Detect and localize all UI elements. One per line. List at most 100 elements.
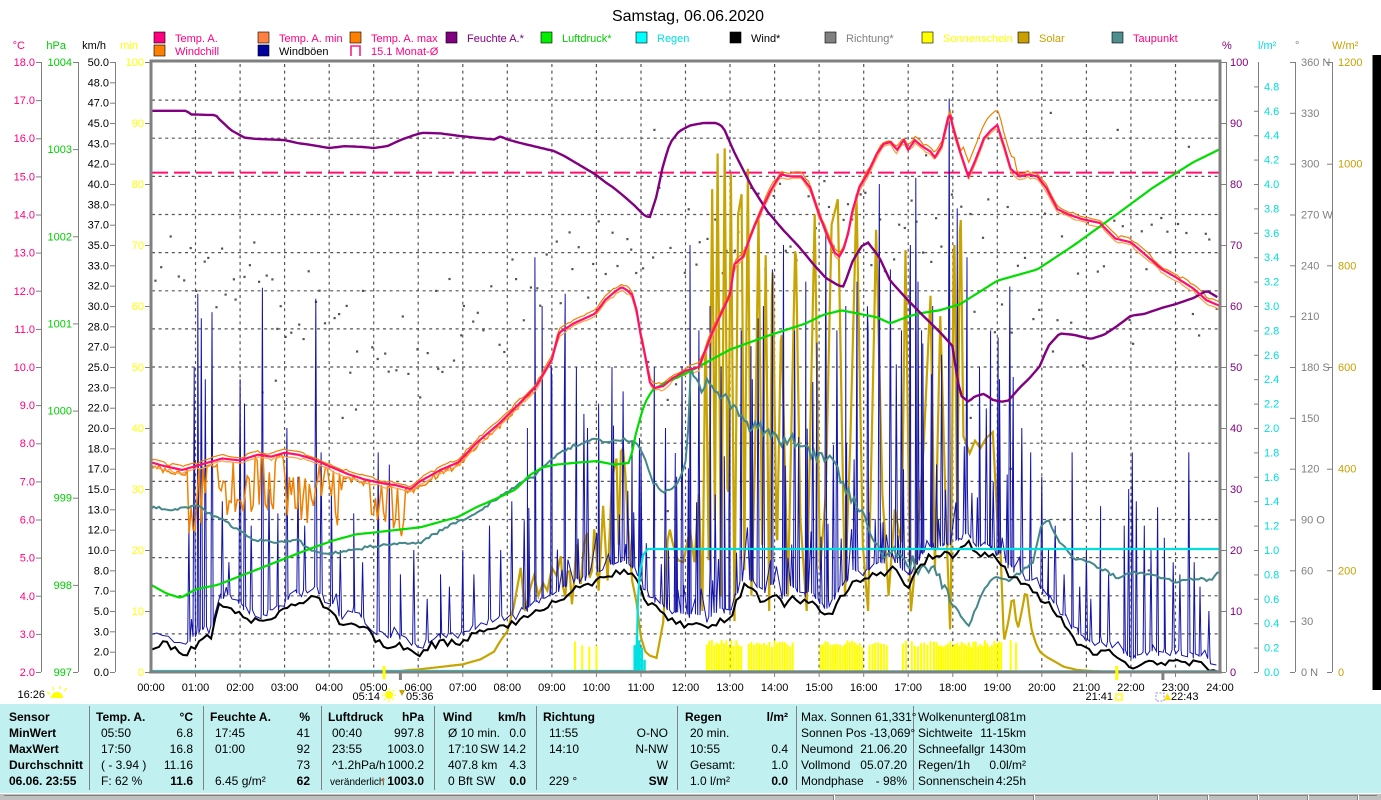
svg-text:7.0: 7.0 [20,476,35,488]
svg-text:Vollmond: Vollmond [801,758,850,772]
svg-text:MaxWert: MaxWert [9,742,59,756]
svg-text:92: 92 [297,742,311,756]
svg-text:6.8: 6.8 [176,726,193,740]
svg-text:06:00: 06:00 [404,682,432,694]
svg-text:35.0: 35.0 [88,240,109,252]
svg-text:%: % [299,710,310,724]
svg-text:Regen: Regen [685,710,722,724]
svg-text:4.0: 4.0 [20,591,35,603]
svg-text:21:00: 21:00 [1073,682,1101,694]
svg-text:1.8: 1.8 [1264,447,1279,459]
svg-text:3.4: 3.4 [1264,252,1279,264]
svg-text:13.0: 13.0 [88,504,109,516]
svg-text:2.0: 2.0 [94,647,109,659]
svg-text:hPa: hPa [46,40,66,52]
svg-text:50.0: 50.0 [88,57,109,69]
svg-text:800: 800 [1338,260,1356,272]
svg-text:70: 70 [132,240,144,252]
svg-text:360 N: 360 N [1301,57,1330,69]
svg-text:15:00: 15:00 [805,682,833,694]
svg-text:18.0: 18.0 [88,443,109,455]
svg-text:Sonnen Pos -13,069°: Sonnen Pos -13,069° [801,726,915,740]
svg-text:Richtung*: Richtung* [846,33,894,45]
svg-text:0.0: 0.0 [509,726,526,740]
svg-text:%: % [1222,40,1232,52]
svg-text:998: 998 [54,580,72,592]
svg-text:MinWert: MinWert [9,726,56,740]
svg-text:80: 80 [132,179,144,191]
svg-text:400: 400 [1338,464,1356,476]
svg-text:120: 120 [1301,464,1319,476]
svg-text:229 °: 229 ° [549,774,577,788]
svg-text:- 98%: - 98% [876,774,908,788]
svg-text:18.0: 18.0 [14,57,35,69]
svg-text:4.6: 4.6 [1264,106,1279,118]
svg-text:0.0l/m²: 0.0l/m² [989,758,1026,772]
svg-text:0.0: 0.0 [1264,667,1279,679]
svg-text:05:14: 05:14 [352,691,380,703]
svg-text:2.4: 2.4 [1264,374,1279,386]
svg-text:11.0: 11.0 [14,324,35,336]
svg-text:19:00: 19:00 [984,682,1012,694]
svg-text:16.0: 16.0 [14,133,35,145]
svg-text:2.6: 2.6 [1264,350,1279,362]
svg-text:16:26: 16:26 [17,689,45,701]
svg-text:°: ° [1295,40,1299,52]
svg-text:270 W: 270 W [1301,210,1333,222]
svg-text:1004: 1004 [48,57,72,69]
svg-text:47.0: 47.0 [88,98,109,110]
svg-text:100: 100 [1230,57,1248,69]
svg-text:0 Bft SW: 0 Bft SW [448,774,496,788]
svg-text:°C: °C [180,710,194,724]
svg-text:08:00: 08:00 [494,682,522,694]
svg-text:8.0: 8.0 [94,565,109,577]
svg-text:4.4: 4.4 [1264,130,1279,142]
svg-text:12:00: 12:00 [672,682,700,694]
svg-text:0.4: 0.4 [771,742,788,756]
svg-text:4.3: 4.3 [509,758,526,772]
svg-text:Luftdruck*: Luftdruck* [562,33,612,45]
svg-text:hPa: hPa [402,710,424,724]
svg-text:0: 0 [1338,667,1344,679]
svg-text:20 min.: 20 min. [690,726,729,740]
svg-text:30.0: 30.0 [88,301,109,313]
svg-text:180 S: 180 S [1301,362,1330,374]
svg-text:10: 10 [132,606,144,618]
svg-text:200: 200 [1338,565,1356,577]
svg-text:17.0: 17.0 [88,464,109,476]
svg-text:22:00: 22:00 [1117,682,1145,694]
svg-text:Sichtweite: Sichtweite [918,726,973,740]
svg-text:1000: 1000 [48,406,72,418]
svg-text:Temp. A. max: Temp. A. max [371,33,438,45]
svg-text:00:40: 00:40 [332,726,362,740]
svg-text:01:00: 01:00 [215,742,245,756]
svg-text:16:00: 16:00 [850,682,878,694]
svg-text:30: 30 [1301,616,1313,628]
svg-text:12.0: 12.0 [88,525,109,537]
svg-text:↑: ↑ [380,773,387,788]
svg-text:2.0: 2.0 [1264,423,1279,435]
svg-text:40.0: 40.0 [88,179,109,191]
svg-text:W: W [657,758,669,772]
svg-text:45.0: 45.0 [88,118,109,130]
svg-text:Windchill: Windchill [175,46,219,58]
svg-text:4.2: 4.2 [1264,155,1279,167]
svg-text:14:00: 14:00 [761,682,789,694]
svg-text:Feuchte A.: Feuchte A. [210,710,271,724]
svg-text:7.0: 7.0 [94,586,109,598]
svg-text:Max. Sonnen 61,331°: Max. Sonnen 61,331° [801,710,917,724]
svg-text:60: 60 [132,301,144,313]
svg-text:05:36: 05:36 [406,691,434,703]
svg-text:0.6: 0.6 [1264,594,1279,606]
svg-text:41: 41 [297,726,311,740]
svg-text:240: 240 [1301,260,1319,272]
svg-text:1.4: 1.4 [1264,496,1279,508]
svg-text:4.0: 4.0 [1264,179,1279,191]
svg-text:6.0: 6.0 [20,515,35,527]
svg-text:27.0: 27.0 [88,342,109,354]
svg-text:Regen/1h: Regen/1h [918,758,970,772]
svg-text:0.4: 0.4 [1264,618,1279,630]
svg-text:22.0: 22.0 [88,403,109,415]
svg-text:15.0: 15.0 [14,171,35,183]
svg-text:4.8: 4.8 [1264,81,1279,93]
